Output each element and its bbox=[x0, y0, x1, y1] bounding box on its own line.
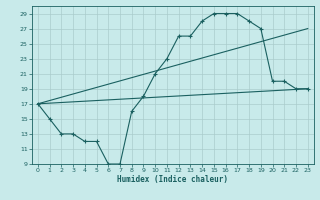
X-axis label: Humidex (Indice chaleur): Humidex (Indice chaleur) bbox=[117, 175, 228, 184]
